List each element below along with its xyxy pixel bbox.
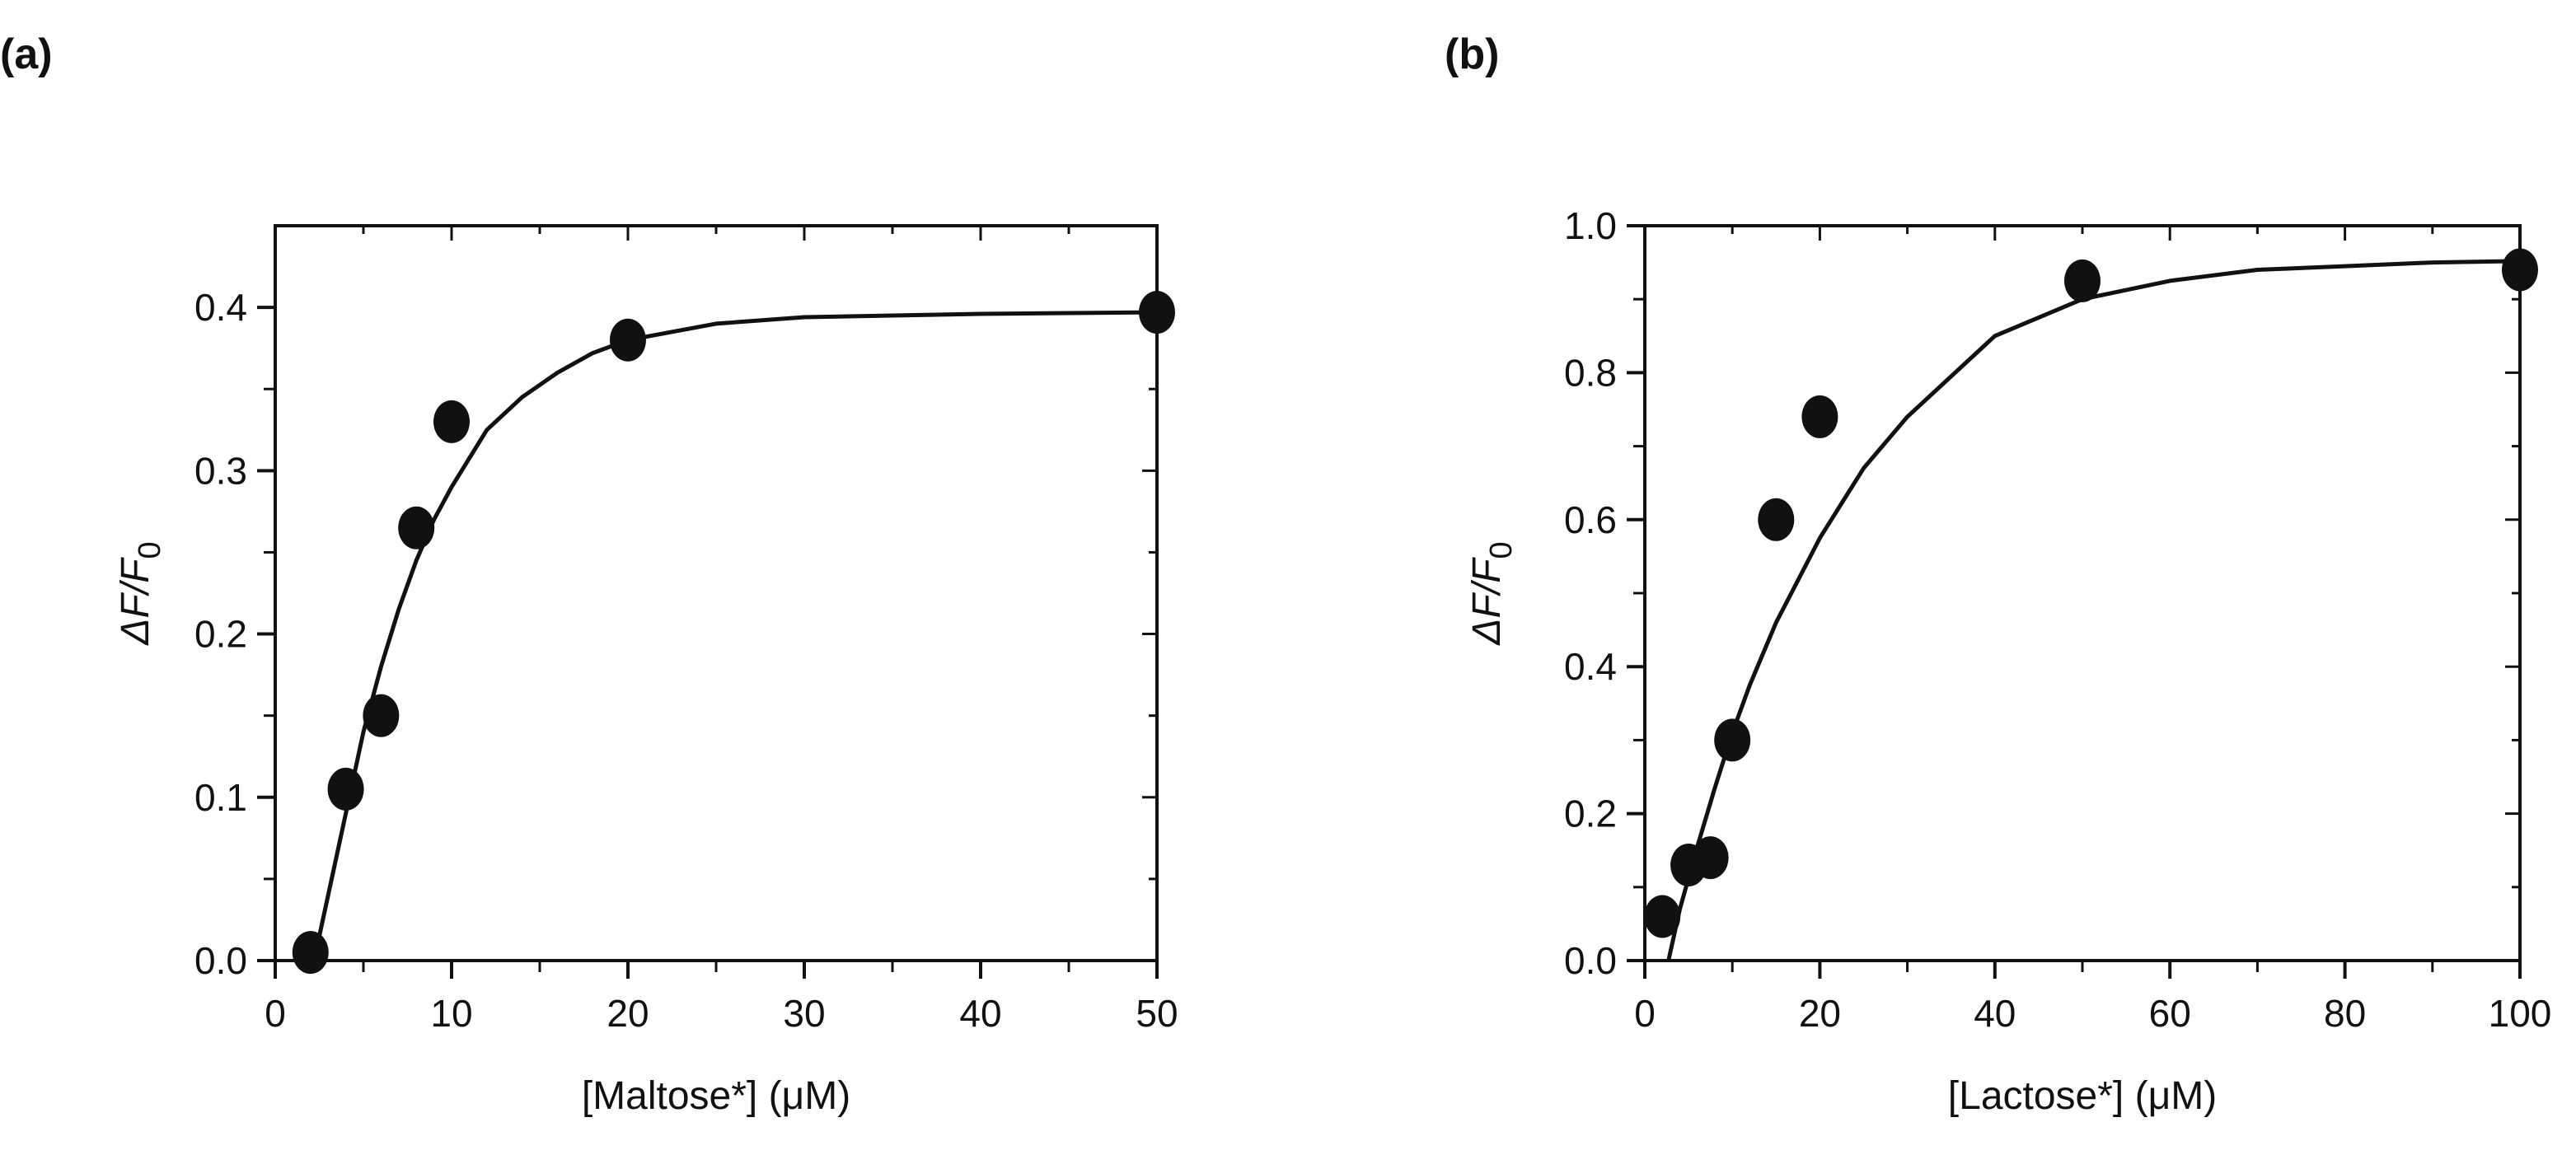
data-point-a-0 <box>292 931 329 975</box>
x-tick-label-a-0: 0 <box>265 992 286 1035</box>
data-point-a-6 <box>1139 291 1175 334</box>
data-point-a-2 <box>363 694 400 737</box>
x-axis-label-b: [Lactose*] (μM) <box>1948 1074 2217 1118</box>
data-point-b-6 <box>2064 259 2101 302</box>
y-tick-label-a-0: 0.0 <box>194 939 247 982</box>
data-point-b-0 <box>1644 895 1681 938</box>
y-axis-label-b: ΔF/F0 <box>1465 541 1519 645</box>
data-point-b-7 <box>2502 248 2538 292</box>
data-point-a-3 <box>398 506 435 549</box>
chart-panel-a: (a) 0 10 20 30 40 50 0.0 0.1 0.2 0.3 0.4 [Maltose*]… <box>0 30 1178 1118</box>
data-point-a-1 <box>327 767 364 811</box>
chart-panel-b: (b) 0 20 40 60 80 100 0.0 0.2 0.4 0.6 0.8 1.0 [Lacto… <box>1288 0 2576 1155</box>
y-tick-label-b-1: 0.2 <box>1564 793 1617 835</box>
fit-curve-b <box>1666 259 2521 961</box>
y-tick-label-b-2: 0.4 <box>1564 645 1617 688</box>
y-tick-label-a-4: 0.4 <box>194 286 247 329</box>
x-axis-label-a: [Maltose*] (μM) <box>582 1074 850 1118</box>
x-tick-label-b-4: 80 <box>2324 992 2366 1035</box>
y-tick-label-a-3: 0.3 <box>194 449 247 492</box>
panel-label-b: (b) <box>1445 30 1500 78</box>
x-tick-label-b-1: 20 <box>1799 992 1841 1035</box>
x-tick-label-a-5: 50 <box>1136 992 1178 1035</box>
x-tick-label-b-2: 40 <box>1974 992 2016 1035</box>
data-point-b-5 <box>1801 395 1838 438</box>
x-tick-label-a-1: 10 <box>430 992 472 1035</box>
chart-a-svg: 0 10 20 30 40 50 0.0 0.1 0.2 0.3 0.4 [Maltose*] (μM… <box>114 224 1178 1118</box>
y-tick-label-a-2: 0.2 <box>194 613 247 656</box>
data-point-a-4 <box>433 400 470 443</box>
plot-frame-a <box>274 224 1159 962</box>
data-point-a-5 <box>610 318 646 362</box>
y-tick-label-b-5: 1.0 <box>1564 204 1617 247</box>
x-tick-label-b-0: 0 <box>1634 992 1656 1035</box>
x-tick-label-a-2: 20 <box>607 992 649 1035</box>
y-tick-label-b-4: 0.8 <box>1564 351 1617 394</box>
x-tick-label-b-5: 100 <box>2489 992 2552 1035</box>
x-tick-label-b-3: 60 <box>2149 992 2191 1035</box>
chart-b-svg: 0 20 40 60 80 100 0.0 0.2 0.4 0.6 0.8 1.0 [Lactose*]… <box>1465 204 2552 1118</box>
y-tick-label-a-1: 0.1 <box>194 776 247 819</box>
y-tick-label-b-0: 0.0 <box>1564 939 1617 982</box>
x-tick-label-a-4: 40 <box>959 992 1001 1035</box>
x-tick-label-a-3: 30 <box>783 992 825 1035</box>
plot-frame-b <box>1643 224 2522 962</box>
fit-curve-a <box>311 310 1158 961</box>
data-point-b-2 <box>1692 836 1729 880</box>
y-axis-label-a: ΔF/F0 <box>114 541 167 645</box>
panel-label-a: (a) <box>0 30 53 78</box>
data-point-b-4 <box>1758 498 1795 541</box>
data-point-b-3 <box>1714 718 1751 762</box>
y-tick-label-b-3: 0.6 <box>1564 498 1617 541</box>
